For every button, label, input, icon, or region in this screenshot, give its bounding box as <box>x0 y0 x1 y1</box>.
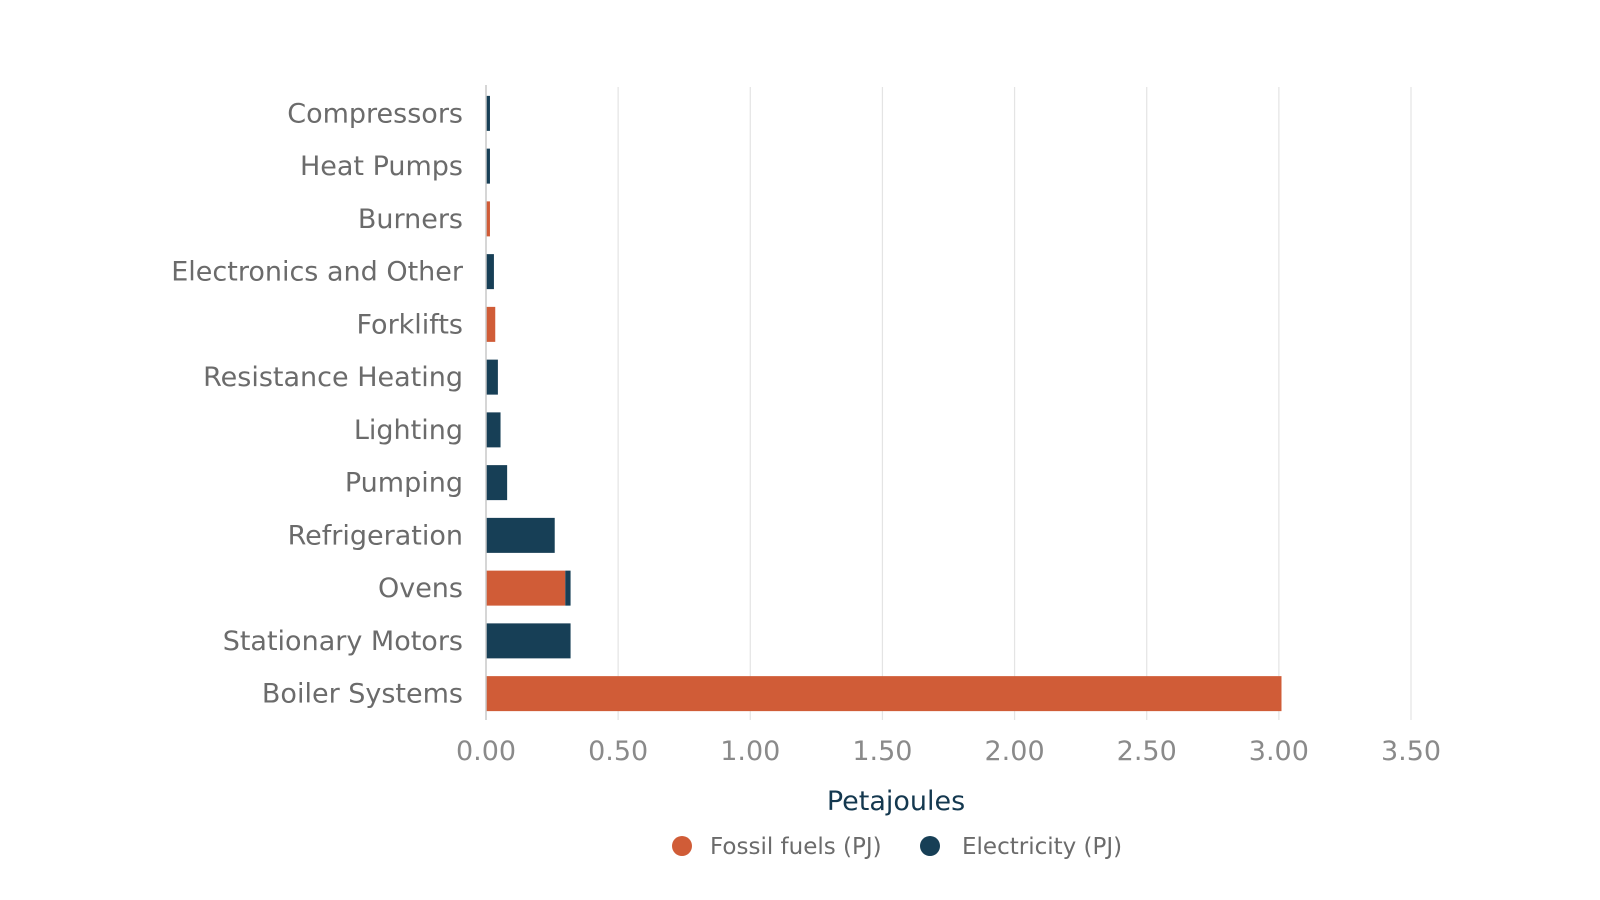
bar-boiler-systems-fossil <box>486 676 1282 712</box>
x-axis-title: Petajoules <box>827 786 965 817</box>
category-labels: Compressors Heat Pumps Burners Electronics … <box>171 98 464 709</box>
legend-label: Electricity (PJ) <box>962 834 1122 860</box>
category-label: Resistance Heating <box>203 362 463 393</box>
category-label: Heat Pumps <box>300 151 463 182</box>
legend: Fossil fuels (PJ) Electricity (PJ) <box>672 834 1122 860</box>
bar-electronics-and-other-electricity <box>486 254 494 290</box>
category-label: Forklifts <box>356 309 463 340</box>
x-tick-label: 1.00 <box>720 736 780 767</box>
bar-pumping-electricity <box>486 465 508 501</box>
gridlines <box>617 87 1412 720</box>
bar-compressors-electricity <box>486 95 490 131</box>
category-label: Burners <box>358 204 463 235</box>
bar-burners-fossil <box>486 201 490 237</box>
bar-refrigeration-electricity <box>486 517 555 553</box>
legend-swatch <box>920 836 940 856</box>
category-label: Ovens <box>378 573 463 604</box>
bar-lighting-electricity <box>486 412 501 448</box>
x-tick-label: 0.50 <box>588 736 648 767</box>
category-label: Lighting <box>354 415 463 446</box>
x-tick-label: 1.50 <box>852 736 912 767</box>
bar-heat-pumps-electricity <box>486 148 490 184</box>
x-tick-labels: 0.00 0.50 1.00 1.50 2.00 2.50 3.00 3.50 <box>456 736 1441 767</box>
x-tick-label: 2.00 <box>985 736 1045 767</box>
bar-ovens-electricity <box>565 570 571 606</box>
category-label: Stationary Motors <box>223 626 463 657</box>
x-tick-label: 0.00 <box>456 736 516 767</box>
legend-label: Fossil fuels (PJ) <box>710 834 882 860</box>
category-label: Electronics and Other <box>171 257 464 288</box>
category-label: Refrigeration <box>288 520 463 551</box>
bar-resistance-heating-electricity <box>486 359 498 395</box>
x-tick-label: 2.50 <box>1117 736 1177 767</box>
bar-forklifts-fossil <box>486 306 496 342</box>
category-label: Boiler Systems <box>262 679 463 710</box>
bars <box>486 95 1282 712</box>
bar-ovens-fossil <box>486 570 566 606</box>
legend-swatch <box>672 836 692 856</box>
x-tick-label: 3.50 <box>1381 736 1441 767</box>
category-label: Pumping <box>345 468 463 499</box>
bar-stationary-motors-electricity <box>486 623 571 659</box>
x-tick-label: 3.00 <box>1249 736 1309 767</box>
category-label: Compressors <box>287 98 463 129</box>
